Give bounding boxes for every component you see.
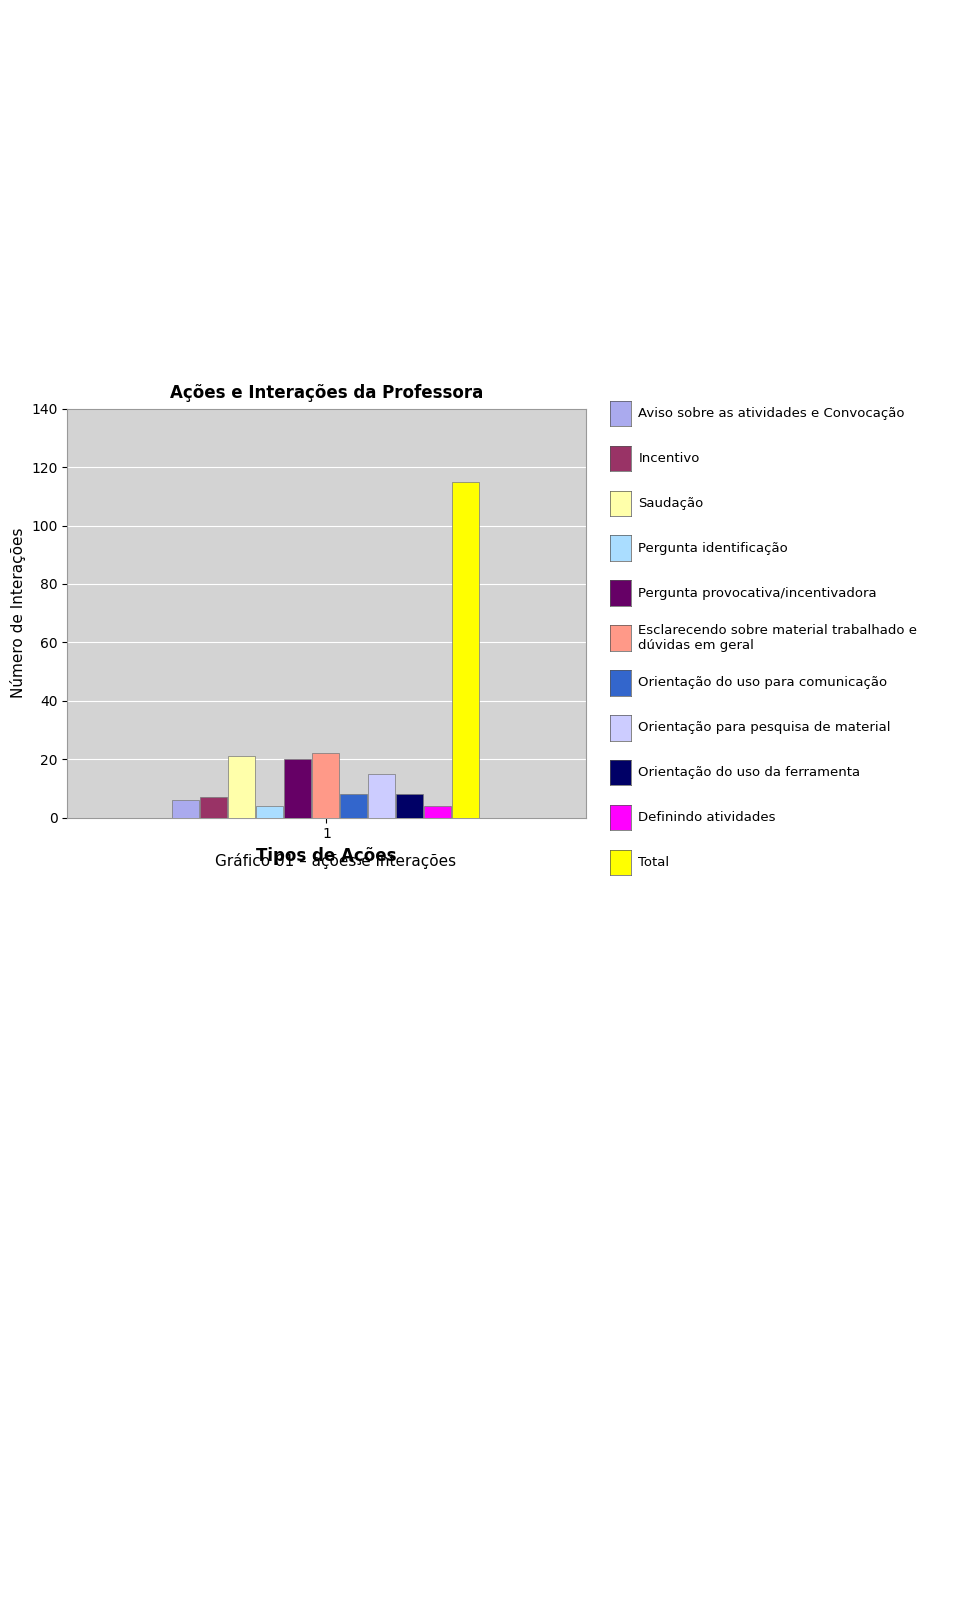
Title: Ações e Interações da Professora: Ações e Interações da Professora	[170, 383, 483, 402]
Bar	[341, 793, 368, 818]
Text: Gráfico 01 – ações e interações: Gráfico 01 – ações e interações	[215, 853, 457, 869]
Text: Orientação para pesquisa de material: Orientação para pesquisa de material	[638, 721, 891, 734]
X-axis label: Tipos de Ações: Tipos de Ações	[256, 846, 396, 864]
Bar	[369, 774, 396, 818]
Bar	[256, 806, 283, 818]
Bar	[452, 483, 479, 818]
Text: Orientação do uso da ferramenta: Orientação do uso da ferramenta	[638, 766, 860, 779]
Bar	[424, 806, 451, 818]
Text: Aviso sobre as atividades e Convocação: Aviso sobre as atividades e Convocação	[638, 407, 905, 420]
Bar	[284, 760, 311, 818]
Y-axis label: Número de Interações: Número de Interações	[10, 527, 26, 699]
Text: Definindo atividades: Definindo atividades	[638, 811, 776, 824]
Bar	[201, 797, 228, 818]
Bar	[173, 800, 200, 818]
Text: Pergunta identificação: Pergunta identificação	[638, 542, 788, 555]
Bar	[228, 757, 255, 818]
Text: Incentivo: Incentivo	[638, 452, 700, 465]
Text: Esclarecendo sobre material trabalhado e
dúvidas em geral: Esclarecendo sobre material trabalhado e…	[638, 624, 918, 652]
Text: Saudação: Saudação	[638, 497, 704, 510]
Text: Total: Total	[638, 856, 669, 869]
Bar	[396, 793, 423, 818]
Bar	[312, 753, 340, 818]
Text: Orientação do uso para comunicação: Orientação do uso para comunicação	[638, 676, 888, 689]
Text: Pergunta provocativa/incentivadora: Pergunta provocativa/incentivadora	[638, 587, 877, 600]
